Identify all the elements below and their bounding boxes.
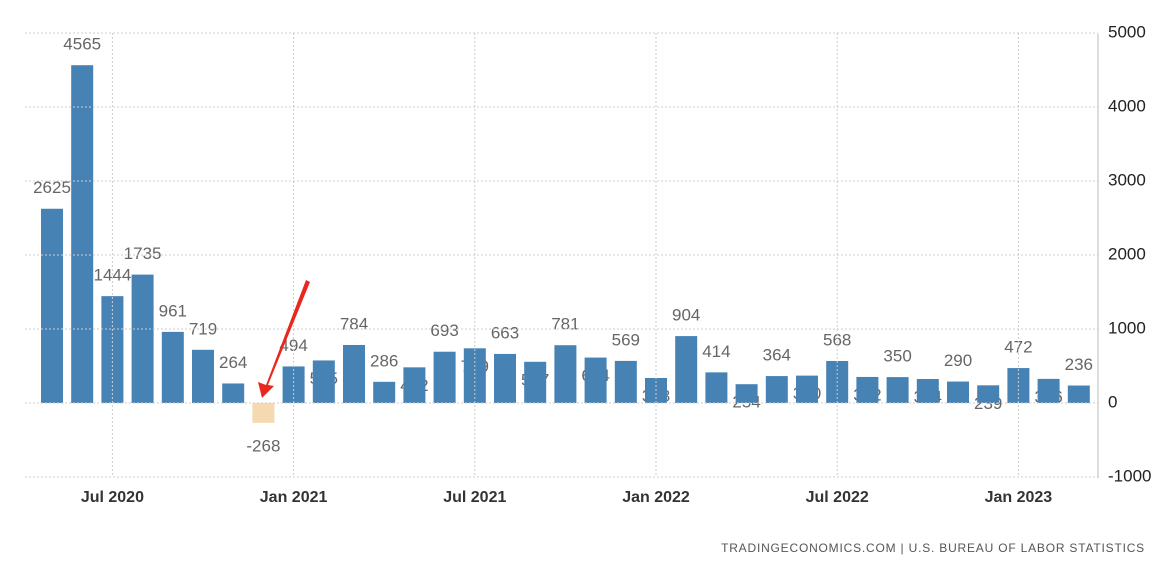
bar	[796, 375, 818, 403]
value-label: 1444	[93, 266, 131, 285]
y-tick-label: 1000	[1108, 318, 1146, 337]
bar	[222, 383, 245, 403]
value-label: 568	[823, 330, 851, 349]
x-tick-label: Jul 2022	[806, 489, 869, 506]
value-label: 904	[672, 306, 700, 325]
value-label: 2625	[33, 178, 71, 197]
bar	[433, 351, 456, 403]
bar	[856, 376, 879, 403]
bar	[343, 344, 365, 403]
bar	[947, 381, 969, 403]
bar	[524, 361, 547, 403]
value-label: 1735	[124, 244, 162, 263]
bar	[71, 65, 94, 403]
bar	[192, 349, 214, 403]
bar	[765, 376, 788, 403]
y-tick-label: -1000	[1108, 466, 1151, 485]
bar	[252, 403, 275, 423]
x-tick-label: Jan 2022	[622, 489, 690, 506]
bar	[312, 360, 335, 403]
value-label: 781	[551, 315, 579, 334]
bar	[41, 208, 63, 403]
bar	[554, 345, 577, 403]
x-tick-label: Jan 2021	[260, 489, 328, 506]
bar	[735, 384, 758, 403]
value-label: 784	[340, 314, 368, 333]
bar	[675, 336, 698, 403]
bar	[463, 348, 486, 403]
bar	[131, 274, 154, 403]
y-tick-label: 0	[1108, 392, 1117, 411]
bar	[403, 367, 426, 403]
x-tick-label: Jul 2020	[81, 489, 144, 506]
value-label: 236	[1065, 355, 1093, 374]
value-label: 414	[702, 342, 730, 361]
y-tick-label: 4000	[1108, 96, 1146, 115]
value-label: 364	[763, 346, 791, 365]
value-label: 286	[370, 351, 398, 370]
y-tick-label: 2000	[1108, 244, 1146, 263]
bar	[705, 372, 728, 403]
y-tick-label: 5000	[1108, 22, 1146, 41]
bar	[161, 331, 184, 403]
bar	[494, 353, 516, 403]
bar	[614, 360, 637, 403]
arrow	[258, 280, 310, 398]
value-label: 264	[219, 353, 247, 372]
value-label: 693	[430, 321, 458, 340]
source: TRADINGECONOMICS.COM | U.S. BUREAU OF LA…	[721, 541, 1145, 555]
bar	[916, 379, 939, 403]
bar	[977, 385, 1000, 403]
bar	[1067, 385, 1090, 403]
value-label: 472	[1004, 338, 1032, 357]
x-tick-label: Jul 2021	[443, 489, 506, 506]
value-label: 663	[491, 323, 519, 342]
bar	[282, 366, 305, 403]
y-tick-label: 3000	[1108, 170, 1146, 189]
bar	[373, 381, 396, 403]
bar	[886, 377, 909, 403]
value-label: 4565	[63, 35, 101, 54]
bar	[584, 357, 607, 403]
value-label: 961	[159, 301, 187, 320]
value-label: 350	[883, 347, 911, 366]
value-label: -268	[246, 436, 280, 455]
value-label: 569	[612, 330, 640, 349]
value-label: 290	[944, 351, 972, 370]
x-tick-label: Jan 2023	[985, 489, 1053, 506]
bar	[1037, 378, 1060, 403]
